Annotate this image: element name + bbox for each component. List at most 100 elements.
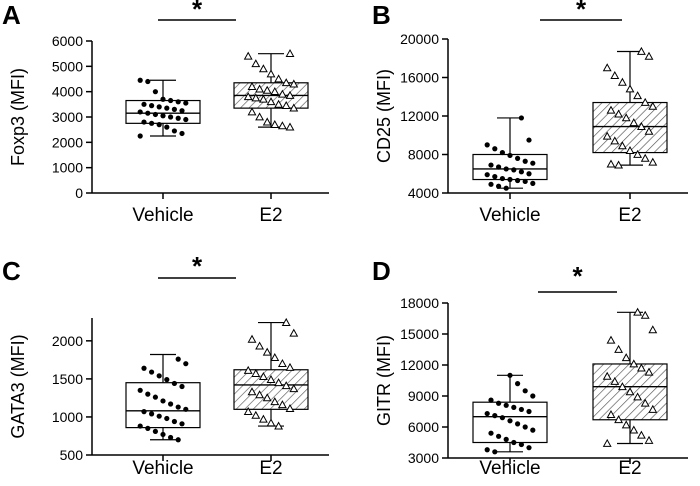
data-point bbox=[141, 101, 147, 107]
data-point bbox=[526, 137, 532, 143]
y-axis-title: GITR (MFI) bbox=[374, 335, 394, 426]
data-point bbox=[633, 307, 643, 316]
data-point bbox=[179, 421, 185, 427]
data-point bbox=[496, 433, 502, 439]
data-point bbox=[251, 368, 261, 377]
data-point bbox=[518, 441, 525, 448]
data-point bbox=[258, 94, 268, 103]
data-point bbox=[640, 97, 650, 106]
box-e2 bbox=[233, 317, 309, 430]
box-iqr bbox=[125, 382, 201, 429]
data-point bbox=[251, 59, 261, 68]
data-point bbox=[168, 401, 174, 407]
data-point bbox=[175, 404, 181, 410]
y-tick-label: 4000 bbox=[52, 84, 83, 100]
data-point bbox=[644, 51, 654, 60]
data-point bbox=[255, 84, 265, 93]
x-category-label: Vehicle bbox=[132, 205, 193, 226]
data-point bbox=[610, 376, 620, 385]
data-point bbox=[274, 74, 284, 83]
data-point bbox=[640, 153, 650, 162]
data-point bbox=[496, 183, 502, 189]
data-point bbox=[492, 413, 498, 419]
data-point bbox=[251, 93, 261, 102]
data-point bbox=[285, 90, 295, 99]
data-point bbox=[621, 353, 631, 362]
data-point bbox=[511, 439, 517, 446]
data-point bbox=[602, 438, 612, 447]
data-point bbox=[266, 375, 276, 384]
data-point bbox=[247, 81, 257, 90]
data-point bbox=[507, 418, 513, 424]
data-point bbox=[281, 381, 291, 390]
data-point bbox=[179, 383, 185, 390]
data-point bbox=[648, 157, 658, 166]
data-point bbox=[614, 344, 624, 353]
panel-a: A Foxp3 (MFI) 0 1000 2000 3000 4000 5000 6000 Veh… bbox=[2, 0, 329, 226]
x-category-label: E2 bbox=[618, 458, 641, 479]
y-tick-label: 12000 bbox=[400, 357, 439, 373]
data-point bbox=[277, 359, 287, 368]
data-point bbox=[183, 116, 189, 123]
data-point bbox=[258, 371, 268, 380]
y-axis-title: GATA3 (MFI) bbox=[8, 334, 28, 438]
data-point bbox=[243, 92, 253, 101]
x-category-label: Vehicle bbox=[479, 205, 540, 226]
data-point bbox=[270, 397, 280, 406]
data-point bbox=[145, 425, 151, 431]
data-point bbox=[625, 84, 635, 93]
data-point bbox=[277, 121, 287, 130]
data-point bbox=[492, 146, 498, 152]
data-point bbox=[636, 363, 646, 372]
data-point bbox=[168, 114, 174, 120]
data-point bbox=[496, 164, 502, 170]
panel-letter: B bbox=[372, 0, 391, 30]
data-point bbox=[640, 310, 650, 319]
data-point bbox=[164, 415, 170, 422]
data-point bbox=[629, 359, 639, 368]
data-point bbox=[522, 424, 528, 430]
data-point bbox=[518, 406, 525, 413]
data-point bbox=[640, 398, 650, 407]
data-point bbox=[614, 415, 624, 424]
y-tick-label: 6000 bbox=[52, 33, 83, 49]
data-point bbox=[499, 149, 505, 156]
data-point bbox=[175, 115, 181, 121]
y-tick-label: 5000 bbox=[52, 58, 83, 74]
data-point bbox=[289, 384, 299, 393]
data-point bbox=[145, 78, 151, 85]
box-iqr bbox=[472, 153, 548, 181]
box-vehicle bbox=[472, 115, 548, 191]
data-point bbox=[289, 328, 299, 337]
y-tick-label: 12000 bbox=[400, 108, 439, 124]
data-point bbox=[492, 449, 498, 455]
data-point bbox=[270, 87, 280, 96]
data-point bbox=[258, 64, 268, 73]
data-point bbox=[636, 121, 646, 130]
data-point bbox=[629, 425, 639, 434]
data-point bbox=[644, 435, 654, 444]
data-point bbox=[617, 141, 627, 150]
panel-c: C GATA3 (MFI) 500 1000 1500 2000 Vehicle E2 * bbox=[2, 251, 329, 479]
data-point bbox=[621, 113, 631, 122]
panel-letter: D bbox=[372, 256, 391, 286]
data-point bbox=[484, 142, 490, 148]
data-point bbox=[617, 77, 627, 86]
data-point bbox=[511, 404, 517, 410]
significance-star: * bbox=[576, 0, 587, 24]
data-point bbox=[262, 117, 272, 126]
data-point bbox=[614, 109, 624, 118]
data-point bbox=[156, 373, 162, 379]
data-point bbox=[243, 406, 253, 415]
y-tick-label: 1000 bbox=[52, 160, 83, 176]
data-point bbox=[530, 160, 536, 166]
data-point bbox=[141, 119, 147, 125]
data-point bbox=[484, 447, 490, 453]
data-point bbox=[247, 387, 257, 396]
y-tick-label: 6000 bbox=[408, 419, 439, 435]
y-tick-label: 16000 bbox=[400, 70, 439, 86]
data-point bbox=[610, 136, 620, 145]
data-point bbox=[168, 434, 174, 441]
data-point bbox=[277, 89, 287, 98]
data-point bbox=[484, 410, 490, 417]
